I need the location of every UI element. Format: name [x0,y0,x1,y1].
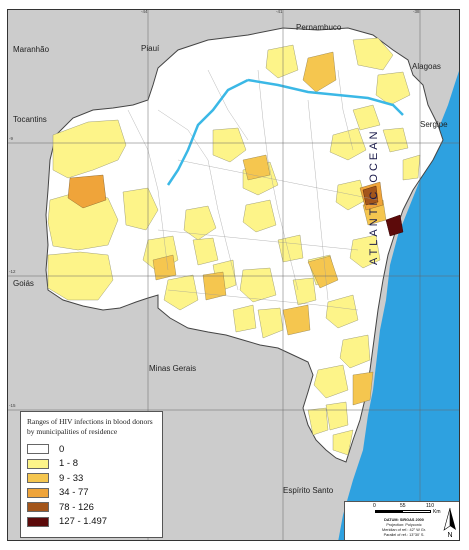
municipalities-1-8 [47,37,421,456]
label-goias: Goiás [13,279,34,288]
legend-row-2: 9 - 33 [27,471,156,486]
legend-row-1: 1 - 8 [27,457,156,472]
label-tocantins: Tocantins [13,115,47,124]
municipality-78-126 [362,185,379,206]
scale-unit: Km [433,509,441,515]
graticule-tick-left-3: -15 [9,403,16,408]
map-canvas [8,10,459,540]
north-arrow-icon: N [443,507,456,538]
scale-mid: 55 [400,503,406,509]
legend-label-0: 0 [59,443,65,455]
municipalities-9-33 [152,51,387,406]
ocean-label: ATLANTIC OCEAN [368,128,380,265]
legend-label-5: 127 - 1.497 [59,516,108,528]
label-pernambuco: Pernambuco [296,23,342,32]
projection-line-3: Parallel of ref.: 13°30' S. [383,533,425,537]
label-sergipe: Sergipe [420,120,448,129]
label-alagoas: Alagoas [412,62,441,71]
graticule-tick-top-2: -41 [276,9,283,14]
projection-info: DATUM: SIRGAS 2000 Projection: Polyconic… [373,518,435,538]
legend-swatch-5 [27,516,49,527]
graticule-tick-top-3: -38 [413,9,420,14]
atlantic-ocean [338,71,459,540]
legend-swatch-3 [27,487,49,498]
north-letter: N [447,532,452,538]
scale-bar [375,510,431,513]
projection-line-2: Meridian of ref.: 42° W Gr. [382,528,426,532]
scale-box: 0 55 110 Km DATUM: SIRGAS 2000 Projectio… [344,501,459,540]
legend-label-1: 1 - 8 [59,458,79,470]
municipal-boundaries [127,69,379,311]
legend-row-4: 78 - 126 [27,500,156,515]
projection-line-0: DATUM: SIRGAS 2000 [384,518,424,522]
legend-label-2: 9 - 33 [59,472,84,484]
label-piaui: Piauí [141,44,160,53]
legend-label-3: 34 - 77 [59,487,89,499]
graticule-tick-left-2: -12 [9,269,16,274]
scale-max: 110 [426,503,434,509]
legend-row-0: 0 [27,442,156,457]
legend-title: Ranges of HIV infections in blood donors… [27,417,153,436]
label-espirito-santo: Espírito Santo [283,486,334,495]
legend-label-4: 78 - 126 [59,501,94,513]
scale-zero: 0 [373,503,376,509]
graticule-tick-top-1: -44 [141,9,148,14]
label-minas-gerais: Minas Gerais [149,364,197,373]
legend-row-5: 127 - 1.497 [27,515,156,530]
legend-swatch-4 [27,502,49,513]
graticule [8,10,459,540]
sao-francisco-river [166,78,404,186]
legend-swatch-2 [27,473,49,484]
label-maranhao: Maranhão [13,45,50,54]
map-frame: -44 -41 -38 -9 -12 -15 Pernambuco Maranh… [7,9,460,541]
legend-swatch-1 [27,458,49,469]
projection-line-1: Projection: Polyconic [386,523,422,527]
municipality-127-1497 [385,214,404,237]
legend: Ranges of HIV infections in blood donors… [20,411,163,538]
legend-swatch-0 [27,444,49,455]
legend-row-3: 34 - 77 [27,486,156,501]
graticule-tick-left-1: -9 [9,136,14,141]
